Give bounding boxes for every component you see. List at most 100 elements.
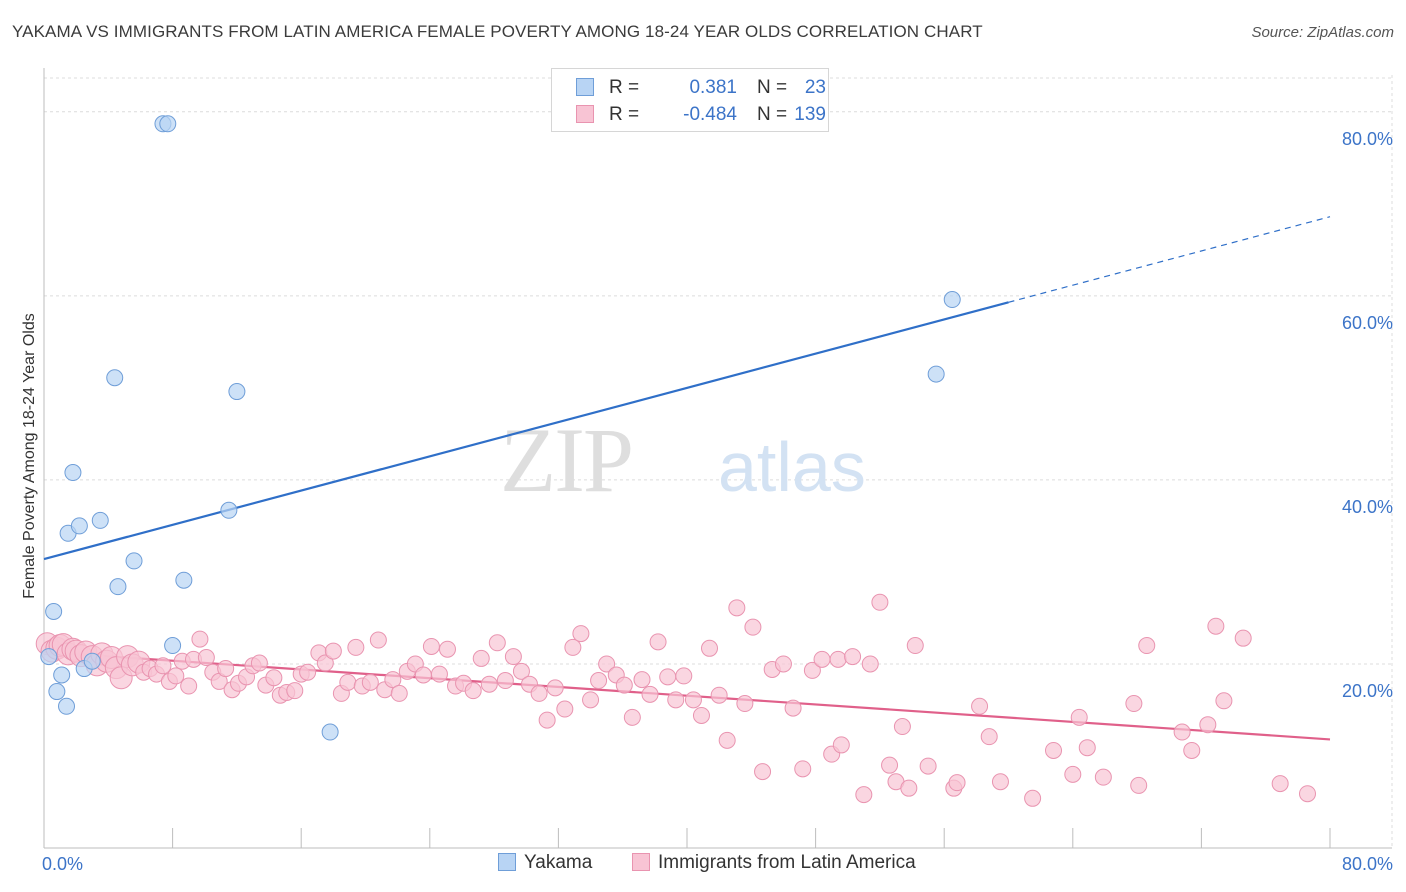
- chart-title: YAKAMA VS IMMIGRANTS FROM LATIN AMERICA …: [12, 22, 983, 41]
- latin-america-point: [948, 774, 966, 792]
- latin-america-point: [197, 649, 215, 667]
- y-tick-label: 80.0%: [1342, 129, 1393, 149]
- latin-america-point: [1215, 692, 1233, 710]
- legend-r-label: R =: [609, 77, 640, 98]
- watermark-zip: ZIP: [500, 409, 632, 511]
- y-tick-label: 40.0%: [1342, 497, 1393, 517]
- latin-america-point: [861, 655, 879, 673]
- x-tick-label: 0.0%: [42, 854, 83, 874]
- latin-america-point: [504, 648, 522, 666]
- latin-america-point: [464, 682, 482, 700]
- legend-swatch-latin-america: [576, 105, 594, 123]
- latin-america-point: [754, 763, 772, 781]
- y-tick-label: 60.0%: [1342, 313, 1393, 333]
- latin-america-point: [980, 728, 998, 746]
- latin-america-point: [794, 760, 812, 778]
- latin-america-point: [361, 673, 379, 691]
- latin-america-point: [803, 661, 821, 679]
- latin-america-point: [167, 667, 185, 685]
- latin-america-point: [472, 649, 490, 667]
- latin-america-point: [900, 779, 918, 797]
- latin-america-point: [641, 685, 659, 703]
- legend-n-label: N =: [757, 104, 788, 125]
- latin-america-point: [1094, 768, 1112, 786]
- latin-america-point: [692, 706, 710, 724]
- latin-america-point: [538, 711, 556, 729]
- yakama-point: [53, 666, 71, 684]
- latin-america-point: [250, 654, 268, 672]
- yakama-point: [321, 723, 339, 741]
- bottom-legend-latin-america: Immigrants from Latin America: [632, 852, 916, 874]
- latin-america-point: [480, 675, 498, 693]
- latin-america-point: [217, 660, 235, 678]
- yakama-point: [159, 115, 177, 133]
- latin-america-point: [1064, 765, 1082, 783]
- latin-america-point: [180, 677, 198, 695]
- latin-america-point: [774, 655, 792, 673]
- latin-america-point: [736, 695, 754, 713]
- yakama-point: [927, 365, 945, 383]
- latin-america-point: [590, 672, 608, 690]
- latin-america-point: [512, 662, 530, 680]
- latin-america-point: [710, 686, 728, 704]
- trend-lines: [43, 216, 1331, 741]
- latin-america-point: [286, 682, 304, 700]
- yakama-point: [45, 602, 63, 620]
- latin-america-point: [684, 691, 702, 709]
- tick-labels: 20.0% 40.0% 60.0% 80.0% 0.0% 80.0%: [42, 129, 1393, 874]
- latin-america-point: [919, 757, 937, 775]
- legend: R = 0.381 N = 23 R = -0.484 N = 139: [551, 68, 829, 132]
- legend-n-value: 139: [794, 104, 826, 125]
- latin-america-point: [339, 673, 357, 691]
- latin-america-point: [598, 655, 616, 673]
- legend-n-label: N =: [757, 77, 788, 98]
- yakama-point: [48, 683, 66, 701]
- yakama-point: [106, 369, 124, 387]
- latin-america-point: [667, 691, 685, 709]
- latin-america-point: [1130, 776, 1148, 794]
- yakama-point: [91, 511, 109, 529]
- bottom-legend-label-latin-america: Immigrants from Latin America: [658, 852, 916, 873]
- latin-america-point: [530, 684, 548, 702]
- latin-america-point: [728, 599, 746, 617]
- latin-america-point: [1138, 637, 1156, 655]
- latin-america-point: [615, 676, 633, 694]
- yakama-point: [220, 501, 238, 519]
- latin-america-point: [324, 642, 342, 660]
- yakama-point: [40, 648, 58, 666]
- latin-america-point: [488, 634, 506, 652]
- data-points: [35, 115, 1316, 807]
- latin-america-point: [1125, 695, 1143, 713]
- latin-america-point: [1207, 617, 1225, 635]
- x-tick-label: 80.0%: [1342, 854, 1393, 874]
- latin-america-point: [422, 637, 440, 655]
- latin-america-point: [991, 773, 1009, 791]
- latin-america-point: [675, 667, 693, 685]
- latin-america-point: [1271, 775, 1289, 793]
- latin-america-point: [154, 657, 172, 675]
- yakama-trend-extension: [1008, 216, 1331, 303]
- latin-america-point: [1173, 723, 1191, 741]
- latin-america-point: [1070, 708, 1088, 726]
- bottom-legend-swatch-yakama: [498, 853, 516, 871]
- latin-america-point: [718, 731, 736, 749]
- latin-america-point: [316, 654, 334, 672]
- source-label: Source: ZipAtlas.com: [1251, 24, 1394, 41]
- latin-america-point: [1045, 741, 1063, 759]
- latin-america-point: [813, 650, 831, 668]
- yakama-point: [58, 697, 76, 715]
- latin-america-point: [430, 665, 448, 683]
- legend-r-value: 0.381: [689, 77, 737, 98]
- yakama-point: [175, 571, 193, 589]
- y-axis-label: Female Poverty Among 18-24 Year Olds: [21, 313, 38, 599]
- legend-swatch-yakama: [576, 78, 594, 96]
- latin-america-point: [369, 631, 387, 649]
- latin-america-point: [564, 638, 582, 656]
- latin-america-point: [881, 756, 899, 774]
- latin-america-point: [832, 736, 850, 754]
- latin-america-point: [844, 648, 862, 666]
- latin-america-point: [1234, 629, 1252, 647]
- latin-america-point: [438, 640, 456, 658]
- yakama-point: [64, 464, 82, 482]
- yakama-point: [228, 383, 246, 401]
